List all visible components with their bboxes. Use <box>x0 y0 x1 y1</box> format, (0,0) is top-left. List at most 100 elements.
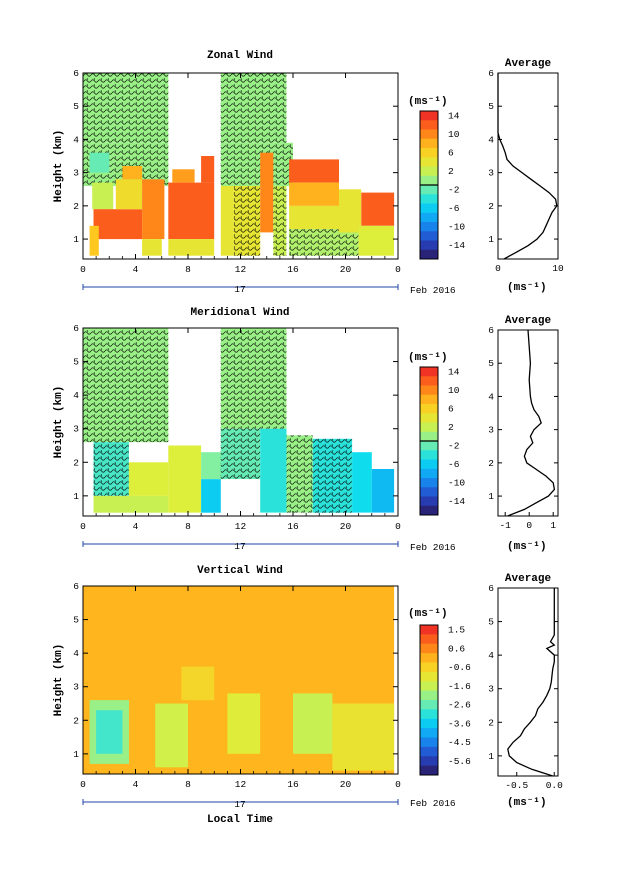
colorbar-swatch <box>420 505 438 516</box>
x-ticks: 0 4 8 12 16 20 0 <box>80 586 401 790</box>
colorbar-tick-label: 6 <box>448 404 454 415</box>
x-tick-label: 12 <box>235 521 247 532</box>
y-tick-label: 1 <box>73 749 79 760</box>
contour-texture <box>220 328 287 429</box>
field-cell <box>115 179 143 210</box>
x-tick-label: 0 <box>395 264 401 275</box>
colorbar-swatch <box>420 681 438 692</box>
average-x-tick-label: 1 <box>550 520 556 531</box>
colorbar-swatch <box>420 394 438 405</box>
colorbar-tick-label: -14 <box>448 496 465 507</box>
x-tick-label: 20 <box>340 264 352 275</box>
y-tick-label: 3 <box>73 424 79 435</box>
x-tick-label: 8 <box>185 264 191 275</box>
colorbar-tick-label: 2 <box>448 166 454 177</box>
y-tick-label: 5 <box>73 615 79 626</box>
colorbar-swatch <box>420 643 438 654</box>
field-cell <box>227 693 261 754</box>
colorbar-swatch <box>420 129 438 140</box>
y-tick-label: 4 <box>73 390 79 401</box>
colorbar-tick-label: -5.6 <box>448 756 471 767</box>
colorbar-swatch <box>420 496 438 507</box>
field-cell <box>122 166 143 180</box>
average-y-tick-label: 3 <box>488 168 494 179</box>
y-axis-label: Height (km) <box>53 386 65 459</box>
x-tick-label: 0 <box>80 521 86 532</box>
colorbar-swatch <box>420 422 438 433</box>
average-y-tick-label: 1 <box>488 751 494 762</box>
y-tick-label: 4 <box>73 648 79 659</box>
colorbar-unit: (ms⁻¹) <box>408 352 448 364</box>
colorbar-swatch <box>420 203 438 214</box>
average-profile: 1 2 3 4 5 6 -1 0 1 <box>488 325 559 531</box>
field-cell <box>220 185 234 256</box>
y-tick-label: 6 <box>73 68 79 79</box>
colorbar: 14 10 6 2 -2 -6 -10 -14 <box>419 366 465 516</box>
x-tick-label: 12 <box>235 779 247 790</box>
average-line <box>507 588 556 777</box>
field-cell <box>168 445 202 513</box>
average-y-tick-label: 6 <box>488 325 494 336</box>
colorbar-tick-label: -6 <box>448 203 460 214</box>
colorbar-swatch <box>420 468 438 479</box>
field-cell <box>168 239 215 256</box>
colorbar-swatch <box>420 441 438 451</box>
colorbar-swatch <box>420 459 438 470</box>
x-tick-label: 12 <box>235 264 247 275</box>
x-tick-label: 0 <box>80 264 86 275</box>
x-ticks: 0 4 8 12 16 20 0 <box>80 73 401 275</box>
colorbar-tick-label: 6 <box>448 148 454 159</box>
field-cell <box>142 239 162 256</box>
colorbar-swatch <box>420 487 438 497</box>
colorbar-swatch <box>420 231 438 241</box>
colorbar-frame <box>419 624 439 776</box>
field-cell <box>361 192 395 226</box>
colorbar-swatch <box>420 185 438 195</box>
colorbar-swatch <box>420 728 438 738</box>
colorbar-tick-label: 0.6 <box>448 643 465 654</box>
y-tick-label: 2 <box>73 201 79 212</box>
panel-title: Zonal Wind <box>207 50 273 62</box>
average-frame <box>497 72 559 260</box>
day-bar <box>82 799 399 805</box>
colorbar-unit: (ms⁻¹) <box>408 96 448 108</box>
x-tick-label: 16 <box>287 779 299 790</box>
average-line <box>497 73 558 260</box>
colorbar-swatch <box>420 148 438 158</box>
colorbar-swatch <box>420 111 438 121</box>
colorbar-swatch <box>420 166 438 177</box>
average-x-tick-label: 10 <box>552 263 564 274</box>
colorbar-tick-label: -14 <box>448 240 465 251</box>
colorbar-swatch <box>420 700 438 710</box>
field-cell <box>93 209 143 240</box>
colorbar-swatch <box>420 709 438 720</box>
x-tick-label: 16 <box>287 521 299 532</box>
x-tick-label: 4 <box>133 779 139 790</box>
average-frame <box>497 587 559 777</box>
colorbar-swatch <box>420 249 438 260</box>
average-title: Average <box>505 58 552 70</box>
field-cell <box>352 452 372 513</box>
panel-title: Meridional Wind <box>190 307 289 319</box>
colorbar-tick-label: -3.6 <box>448 718 471 729</box>
average-y-tick-label: 2 <box>488 717 494 728</box>
average-x-tick-label: 0.0 <box>546 780 563 791</box>
colorbar-swatch <box>420 431 438 442</box>
colorbar-tick-label: -10 <box>448 222 465 233</box>
contour-texture <box>312 438 353 513</box>
colorbar-tick-label: 10 <box>448 129 460 140</box>
contour-texture <box>289 229 359 256</box>
x-axis-label: Local Time <box>207 814 273 826</box>
contour-texture <box>83 73 169 143</box>
average-unit: (ms⁻¹) <box>507 282 547 294</box>
field-cell <box>201 156 215 183</box>
contour-texture <box>273 185 287 256</box>
day-label: 17 <box>234 284 245 295</box>
y-tick-label: 2 <box>73 457 79 468</box>
x-tick-label: 0 <box>395 521 401 532</box>
average-y-tick-label: 5 <box>488 101 494 112</box>
day-bar <box>82 284 399 290</box>
